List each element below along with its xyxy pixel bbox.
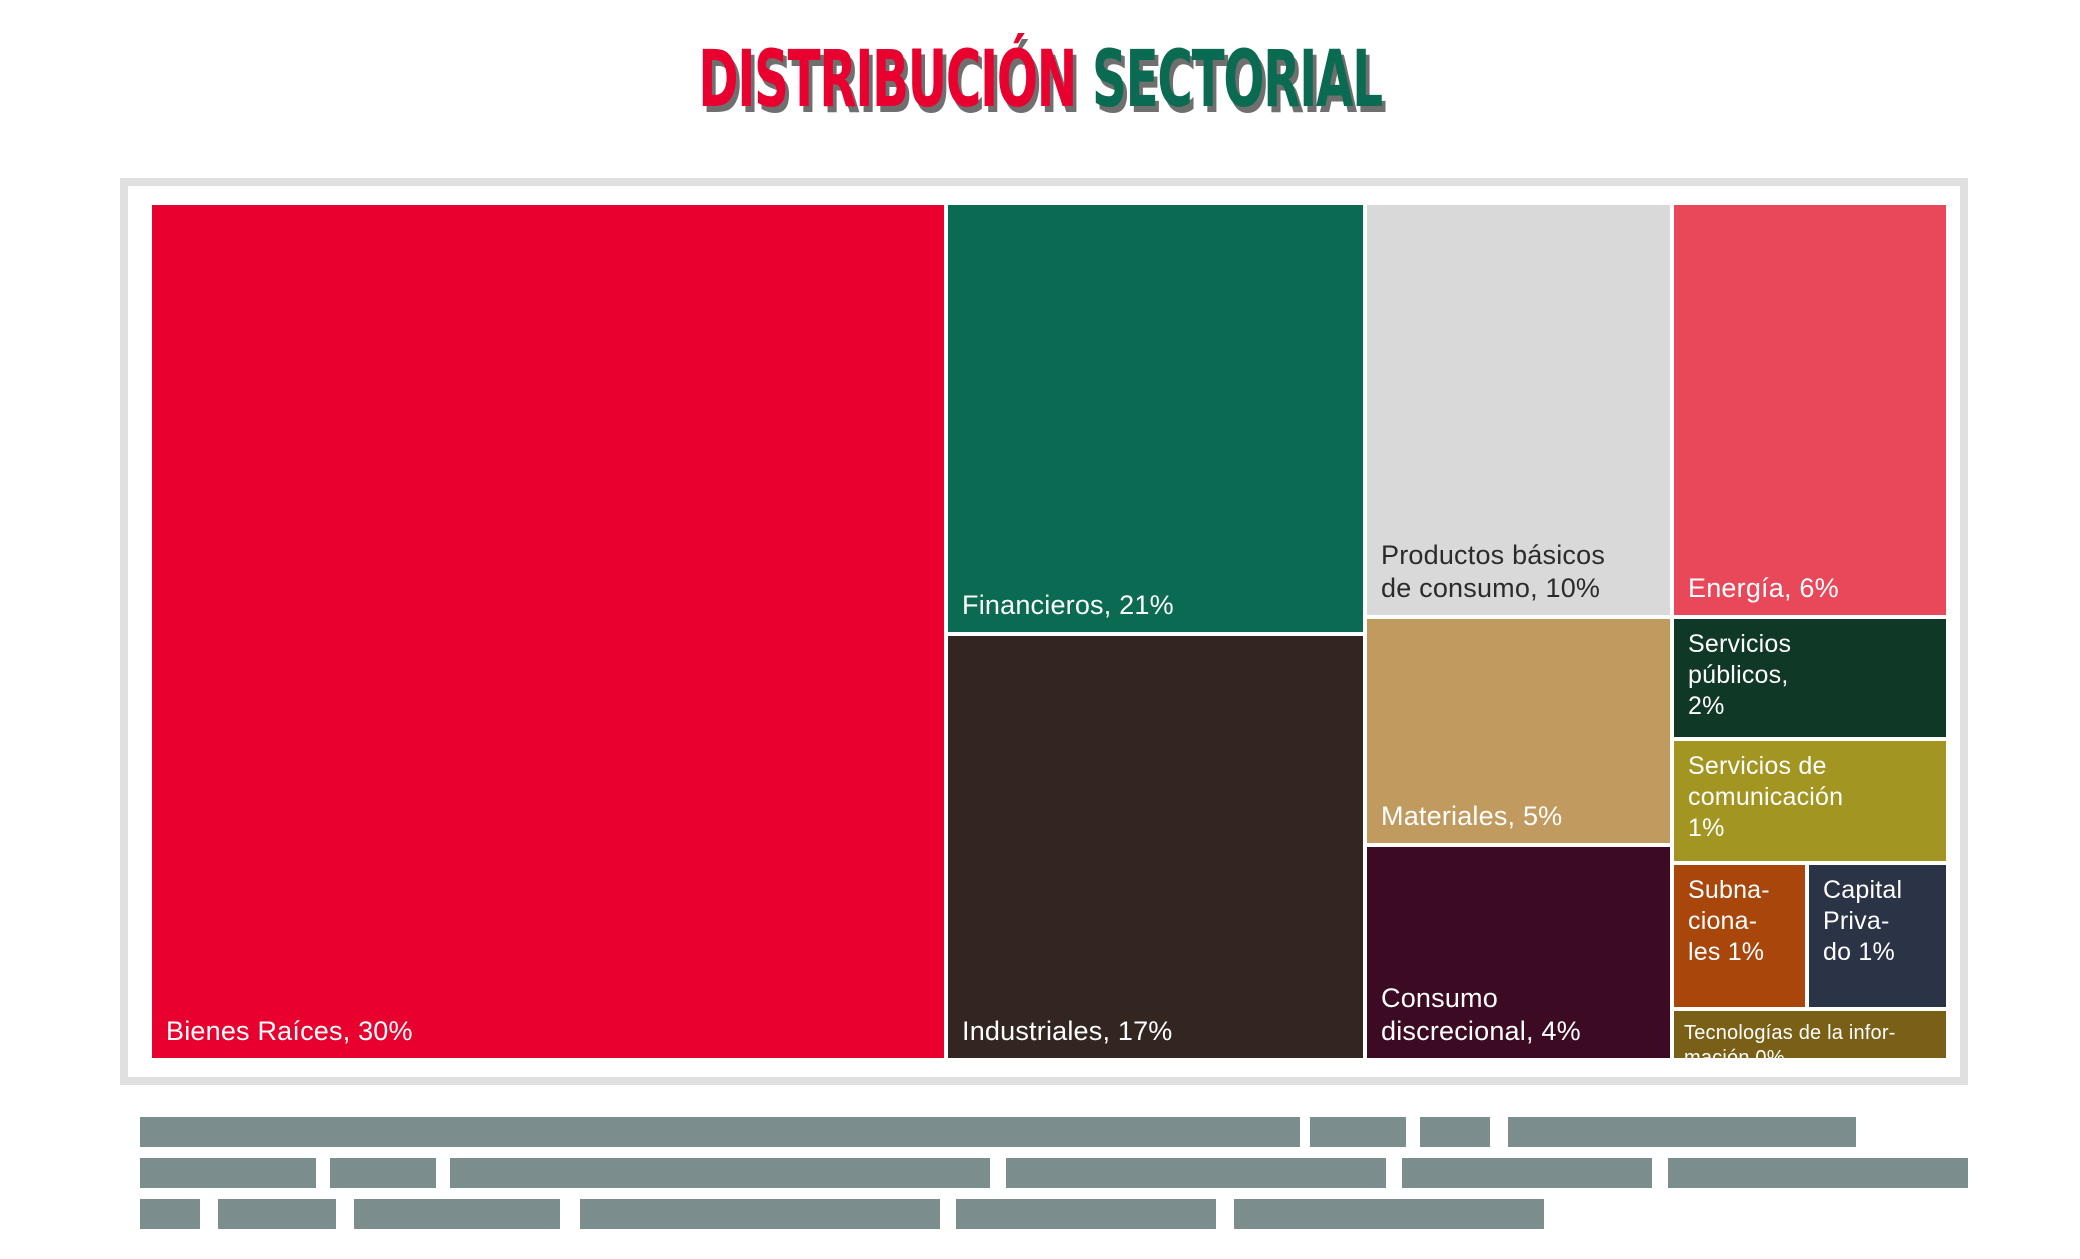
caption-redaction-block (354, 1199, 560, 1229)
caption-line (140, 1154, 1970, 1192)
treemap-cell-label-subnacionales: Subna- ciona- les 1% (1688, 876, 1770, 966)
treemap-cell-bienes-raices[interactable]: Bienes Raíces, 30% (150, 203, 946, 1060)
caption-redaction-block (450, 1158, 990, 1188)
treemap-cell-label-servicios-comunicacion: Servicios de comunicación 1% (1688, 752, 1844, 842)
caption-redaction-block (1006, 1158, 1386, 1188)
caption-redaction-block (580, 1199, 940, 1229)
page-title-part-sectorial: SECTORIAL (1091, 35, 1383, 125)
treemap-cell-energia[interactable]: Energía, 6% (1672, 203, 1948, 617)
treemap-cell-servicios-publicos[interactable]: Servicios públicos, 2% (1672, 617, 1948, 739)
caption-redaction-block (1508, 1117, 1856, 1147)
caption-redacted-text (140, 1113, 1970, 1243)
caption-redaction-block (956, 1199, 1216, 1229)
caption-redaction-block (1234, 1199, 1544, 1229)
treemap-cell-productos-basicos[interactable]: Productos básicos de consumo, 10% (1365, 203, 1672, 617)
treemap-cell-subnacionales[interactable]: Subna- ciona- les 1% (1672, 863, 1807, 1009)
treemap-cell-label-productos-basicos: Productos básicos de consumo, 10% (1381, 540, 1606, 603)
treemap-cell-label-servicios-publicos: Servicios públicos, 2% (1688, 630, 1792, 720)
treemap-cell-label-energia: Energía, 6% (1688, 573, 1839, 603)
treemap-cell-financieros[interactable]: Financieros, 21% (946, 203, 1365, 634)
caption-line (140, 1113, 1970, 1151)
treemap-cell-label-tecnologias-informacion: Tecnologías de la infor- mación 0% (1684, 1022, 1896, 1060)
treemap-cell-label-materiales: Materiales, 5% (1381, 801, 1563, 831)
treemap-cell-label-consumo-discrecional: Consumo discrecional, 4% (1381, 983, 1581, 1046)
treemap-cell-consumo-discrecional[interactable]: Consumo discrecional, 4% (1365, 845, 1672, 1060)
page-title: DISTRIBUCIÓN SECTORIAL (0, 38, 2080, 122)
caption-redaction-block (1402, 1158, 1652, 1188)
treemap-cell-label-bienes-raices: Bienes Raíces, 30% (166, 1016, 413, 1046)
caption-redaction-block (1668, 1158, 1968, 1188)
caption-redaction-block (1420, 1117, 1490, 1147)
treemap-cell-tecnologias-informacion[interactable]: Tecnologías de la infor- mación 0% (1672, 1009, 1948, 1060)
treemap-cell-label-industriales: Industriales, 17% (962, 1016, 1173, 1046)
page-title-part-distribucion: DISTRIBUCIÓN (698, 35, 1077, 125)
treemap-cell-label-capital-privado: Capital Priva- do 1% (1823, 876, 1903, 966)
treemap-cell-servicios-comunicacion[interactable]: Servicios de comunicación 1% (1672, 739, 1948, 863)
caption-redaction-block (140, 1158, 316, 1188)
treemap-cell-industriales[interactable]: Industriales, 17% (946, 634, 1365, 1060)
page-title-inner: DISTRIBUCIÓN SECTORIAL (698, 35, 1383, 125)
caption-redaction-block (140, 1199, 200, 1229)
caption-redaction-block (330, 1158, 436, 1188)
chart-frame: Bienes Raíces, 30% Financieros, 21% Indu… (120, 178, 1968, 1085)
caption-redaction-block (218, 1199, 336, 1229)
treemap-cell-capital-privado[interactable]: Capital Priva- do 1% (1807, 863, 1948, 1009)
treemap-plot-area: Bienes Raíces, 30% Financieros, 21% Indu… (150, 203, 1948, 1060)
caption-redaction-block (1310, 1117, 1406, 1147)
treemap-cell-label-financieros: Financieros, 21% (962, 590, 1174, 620)
caption-redaction-block (140, 1117, 1300, 1147)
caption-line (140, 1195, 1970, 1233)
treemap-cell-materiales[interactable]: Materiales, 5% (1365, 617, 1672, 845)
